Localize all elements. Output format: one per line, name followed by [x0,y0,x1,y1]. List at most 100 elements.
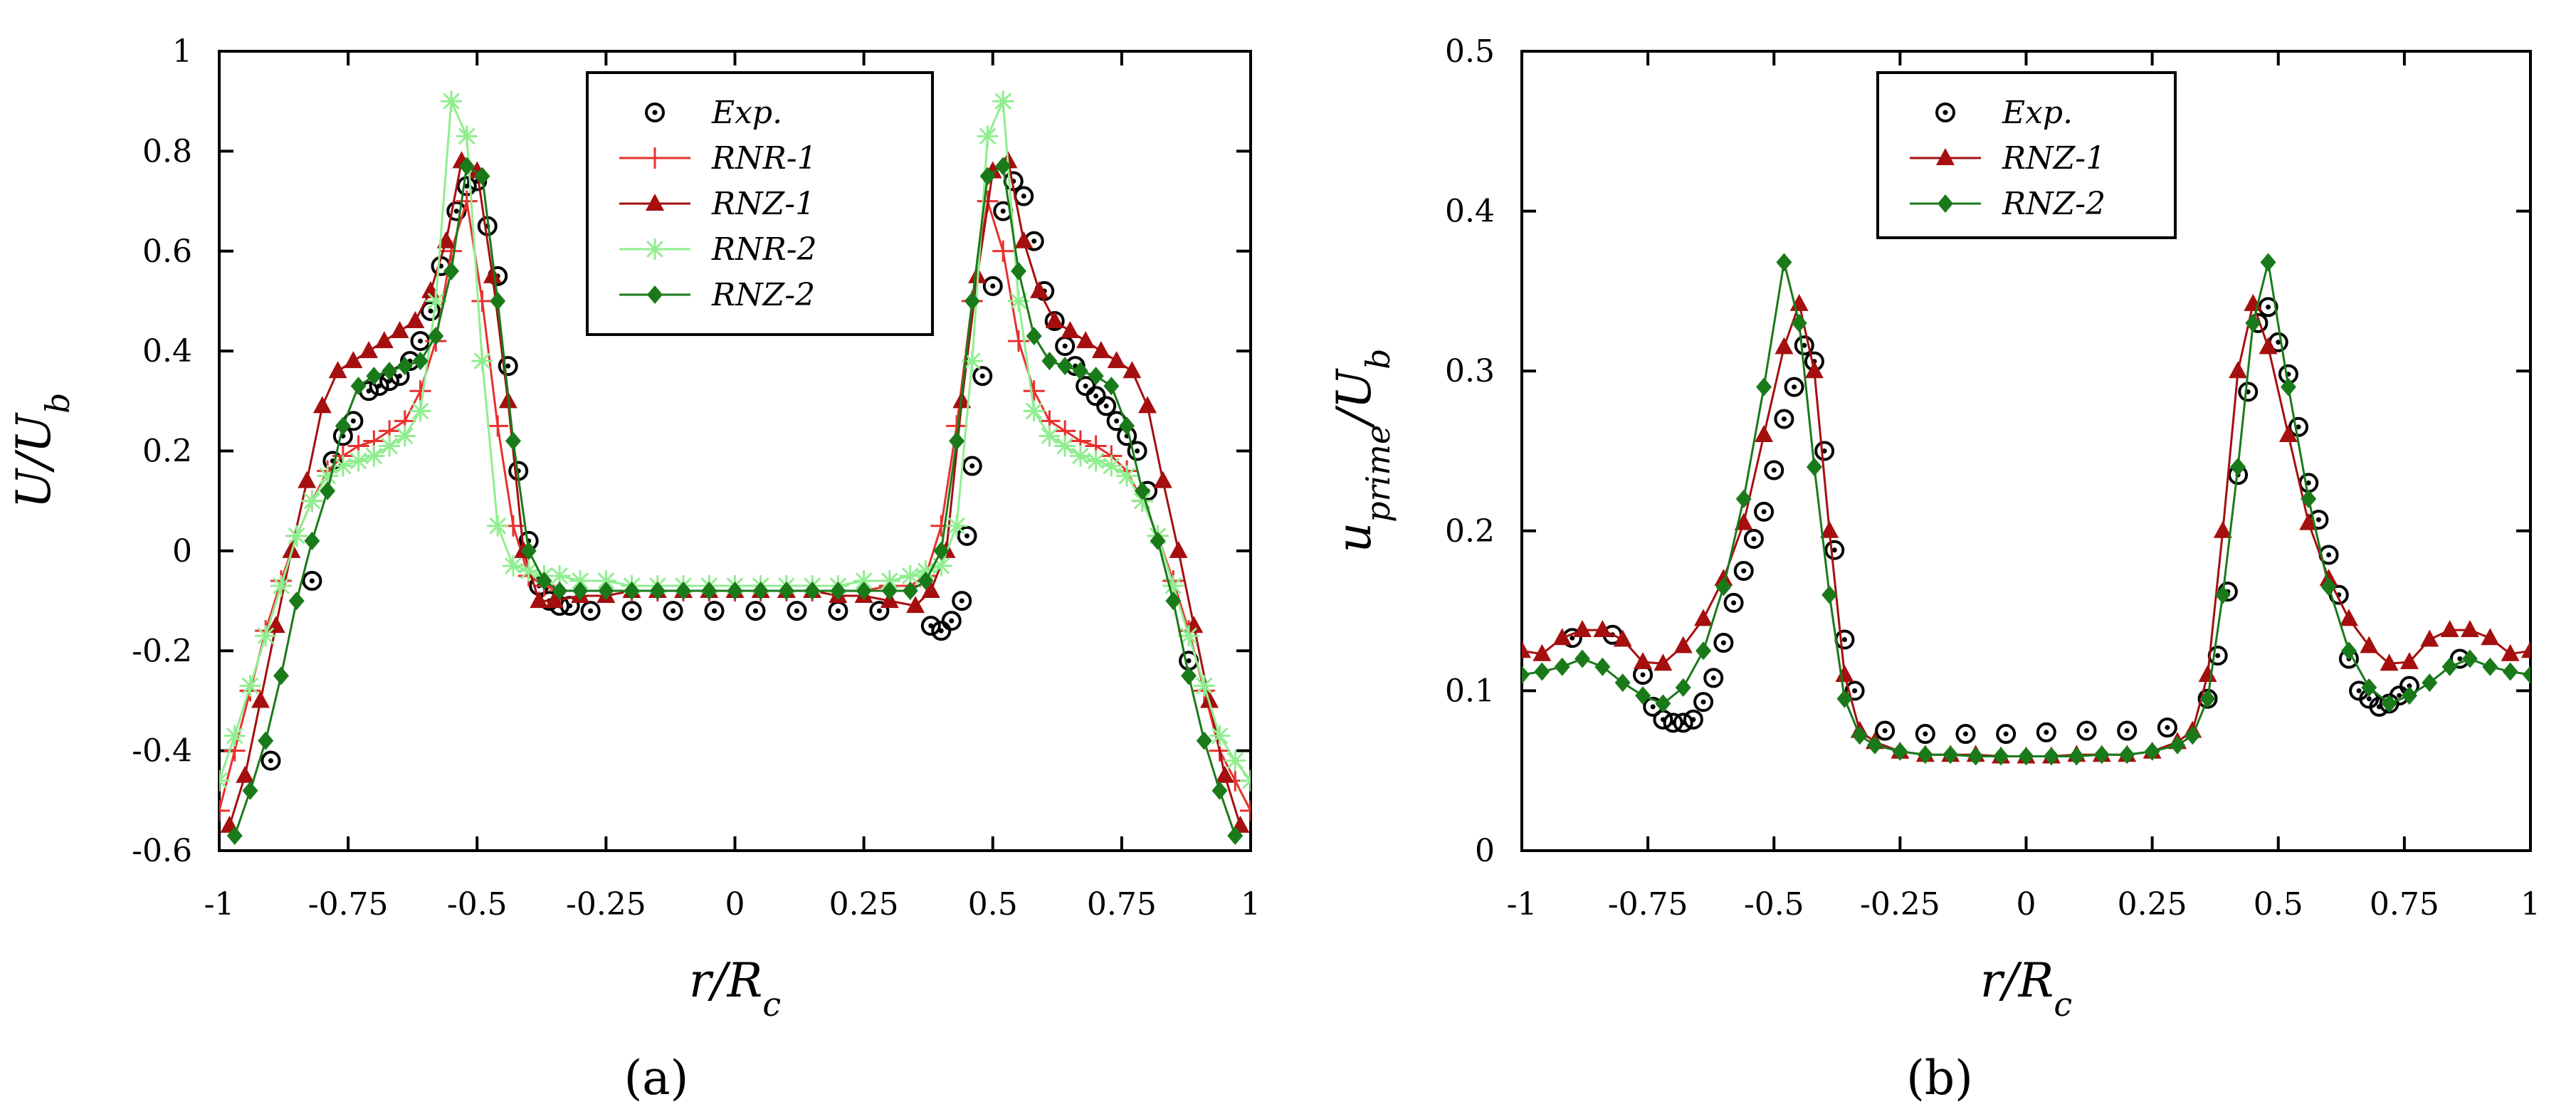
data-point-rnz-2 [2093,745,2110,765]
data-point-exp [931,621,952,641]
data-point-rnr-2 [1039,425,1061,447]
y-tick-label: 0 [172,533,192,569]
data-point-rnz-1 [1634,651,1653,669]
data-point-rnz-2 [1227,826,1244,845]
data-point-exp-center [1650,704,1656,710]
y-tick-label: -0.4 [132,733,192,769]
data-point-rnz-2 [1010,261,1026,280]
data-point-rnr-2 [1209,725,1231,747]
data-point-rnz-2 [490,291,506,310]
data-point-rnz-1 [2299,513,2318,530]
data-point-rnz-2 [396,357,413,376]
data-point-exp [745,601,766,621]
data-point-exp [1955,724,1976,745]
data-point-rnz-2 [2523,665,2530,684]
data-point-rnr-2 [946,515,968,537]
data-point-rnz-2 [2068,747,2085,766]
data-point-rnr-1 [1240,799,1251,821]
data-point-rnz-2 [520,541,537,560]
x-tick-label: -0.75 [308,886,389,923]
data-point-rnr-2 [1240,769,1251,792]
y-tick-label: 0 [1475,833,1495,869]
data-point-rnr-2 [224,725,246,747]
data-point-rnr-2 [1193,675,1215,697]
data-point-rnz-2 [320,481,336,500]
data-point-rnz-1 [436,231,456,248]
legend: Exp. RNZ-1 RNZ-2 [1876,71,2177,239]
data-point-rnz-1 [1835,664,1854,682]
data-point-exp [957,525,977,546]
data-point-rnr-2 [878,569,900,592]
legend-marker-exp-center [652,110,658,115]
x-tick-label: -0.25 [1860,886,1940,923]
data-point-rnz-2 [2185,726,2201,745]
y-axis-title: U/Ub [6,393,77,509]
data-point-exp [2288,416,2309,437]
data-point-rnz-2 [1614,673,1631,693]
x-tick-label: 0.5 [968,886,1018,923]
data-point-rnr-2 [270,575,292,597]
data-point-rnz-1 [1014,231,1034,248]
data-point-rnr-2 [1178,625,1200,647]
data-point-exp [962,456,982,476]
data-point-exp-center [2215,653,2221,658]
data-point-rnz-2 [1594,657,1611,676]
data-point-rnz-2 [2230,457,2246,476]
data-point-exp-center [2397,693,2402,698]
data-point-exp [952,591,972,611]
data-point-rnr-2 [961,350,983,372]
data-point-rnz-2 [1655,694,1671,713]
data-point-rnz-2 [1892,742,1908,761]
data-point-exp-center [949,618,955,624]
data-point-rnz-1 [1820,520,1839,538]
data-point-rnz-1 [1107,351,1126,369]
data-point-exp [1774,409,1794,429]
data-point-rnz-1 [530,591,549,609]
data-point-exp-center [428,308,433,314]
data-point-exp [302,570,322,591]
panel-a-chart: -1 -0.75 -0.5 -0.25 0 0.25 0.5 0.75 1 -0.6 -0.4 -0.… [6,33,1261,1024]
data-point-rnr-1 [487,415,509,437]
data-point-exp-center [671,608,676,614]
data-point-exp-center [794,608,799,614]
data-point-rnz-2 [964,291,980,310]
data-point-exp-center [505,363,511,369]
data-point-rnr-1 [456,190,478,212]
data-point-exp-center [1000,209,1006,214]
data-point-rnz-2 [2301,489,2317,508]
data-point-exp [621,601,642,621]
panel-label-a: (a) [624,1051,689,1105]
data-point-rnz-1 [2319,569,2338,587]
legend-marker-exp [645,103,665,122]
data-point-rnz-2 [598,582,614,601]
panel-b-chart: -1 -0.75 -0.5 -0.25 0 0.25 0.5 0.75 1 0 0.1 0.2 0.3 0… [1327,33,2540,1024]
data-point-rnz-2 [1165,592,1182,611]
data-point-rnz-2 [1735,489,1752,508]
data-point-rnz-1 [545,591,564,609]
y-tick-label: -0.2 [132,633,192,669]
data-point-rnr-1 [471,290,493,312]
data-point-rnz-1 [906,596,925,614]
y-tick-label: 0.8 [142,133,192,169]
data-point-exp [869,601,890,621]
data-point-rnr-2 [285,525,307,547]
data-point-rnz-1 [2278,425,2298,443]
data-point-rnz-2 [2018,747,2034,766]
y-tick-label: 0.3 [1445,353,1495,389]
data-point-exp-center [1802,342,1807,348]
data-point-rnz-1 [1091,341,1110,359]
data-point-exp [1764,460,1784,480]
data-point-rnz-2 [2502,662,2518,681]
data-point-rnz-2 [1534,662,1550,681]
legend-label-rnz-1: RNZ-1 [2002,140,2106,177]
data-point-rnr-2 [394,425,416,447]
data-point-rnz-1 [1804,361,1824,379]
data-point-exp [1683,709,1703,730]
data-point-exp [787,601,807,621]
data-point-exp-center [2165,725,2170,730]
data-point-rnz-2 [226,826,243,845]
data-point-exp [2036,722,2056,742]
legend-label-rnz-2: RNZ-2 [2002,186,2106,222]
data-point-exp-center [1640,672,1646,678]
data-point-rnr-1 [219,799,230,821]
